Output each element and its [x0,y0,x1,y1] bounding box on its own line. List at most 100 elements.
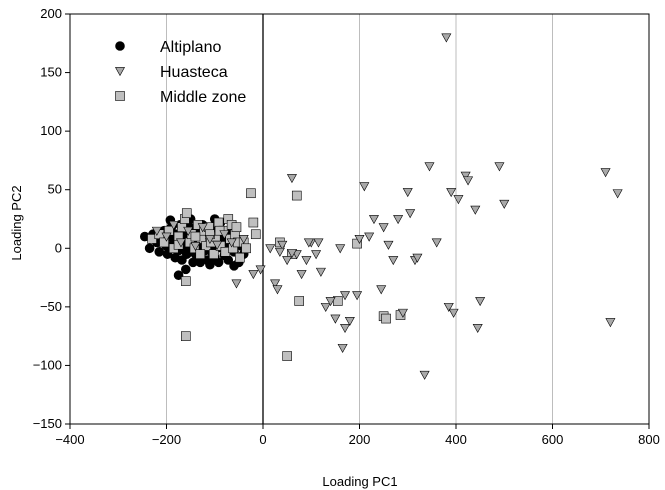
data-point [330,314,341,324]
data-point [463,176,474,186]
data-point [340,291,351,301]
legend-item: Altiplano [115,39,221,56]
data-point [175,238,186,248]
x-tick-label: 600 [542,432,564,447]
data-points [139,33,623,380]
series-2 [147,188,406,361]
data-point [235,252,245,263]
legend-label: Middle zone [160,89,246,106]
data-point [419,370,430,380]
legend-item: Middle zone [115,89,246,106]
data-point [272,285,283,295]
y-tick-label: 150 [40,65,62,80]
data-point [499,199,510,209]
data-point [368,215,379,225]
data-point [270,279,281,289]
data-point [301,256,312,266]
data-point [453,195,464,205]
data-point [181,276,191,286]
data-point [282,351,292,361]
data-point [231,222,242,232]
data-point [337,343,348,353]
legend: Altiplano Huasteca Middle zone [114,39,246,106]
legend-marker [114,67,126,77]
data-point [219,230,230,240]
y-axis-title: Loading PC2 [9,185,24,260]
data-point [364,232,375,242]
tick-labels: −400 −200 0 200 400 600 800 −150 −100 −50 0 50 100 15… [33,6,660,447]
data-point [248,217,259,228]
data-point [600,168,611,178]
data-point [443,302,454,312]
data-point [274,247,285,257]
legend-label: Altiplano [160,39,221,56]
data-point [226,238,237,248]
x-tick-label: 0 [259,432,266,447]
data-point [446,188,457,198]
data-point [448,308,459,318]
data-point [315,267,326,277]
data-point [238,235,249,245]
data-point [208,249,219,259]
data-point [159,237,169,248]
data-point [359,182,370,192]
data-point [303,238,314,248]
x-tick-label: −200 [152,432,181,447]
data-point [286,174,297,184]
data-point [405,209,416,219]
data-point [195,249,206,259]
data-point [393,215,404,225]
data-point [412,253,423,263]
data-point [470,205,481,215]
data-point [282,256,293,266]
data-point [181,264,191,275]
legend-label: Huasteca [160,64,228,81]
data-point [335,244,346,254]
data-point [204,235,215,245]
data-point [161,232,172,242]
data-point [265,244,276,254]
data-point [424,162,435,172]
y-tick-label: −50 [40,299,62,314]
data-point [183,226,194,236]
data-point [388,256,399,266]
data-point [195,257,206,268]
x-tick-label: 200 [349,432,371,447]
data-point [296,270,307,280]
data-point [241,243,251,254]
data-point [494,162,505,172]
data-point [248,270,259,280]
data-point [181,208,192,218]
y-tick-label: −100 [33,357,62,372]
data-point [181,331,191,341]
y-tick-label: 100 [40,123,62,138]
legend-marker [115,41,125,51]
data-point [144,243,155,254]
y-tick-label: 50 [48,182,62,197]
data-point [231,279,242,289]
data-point [173,270,184,281]
data-point [311,250,322,260]
data-point [277,240,288,250]
data-point [286,249,297,259]
data-point [378,223,389,233]
data-point [383,240,394,250]
y-tick-label: 0 [55,240,62,255]
data-point [460,171,471,181]
data-point [197,223,208,233]
data-point [190,231,201,242]
data-point [605,318,616,328]
y-tick-label: −150 [33,416,62,431]
x-axis-title: Loading PC1 [322,474,397,489]
data-point [168,220,179,230]
legend-item: Huasteca [114,64,228,81]
data-point [381,313,391,324]
data-point [320,302,331,312]
data-point [352,291,363,301]
data-point [612,189,623,199]
data-point [472,324,483,334]
data-point [402,188,413,198]
series-1 [151,33,623,380]
data-point [229,261,239,271]
